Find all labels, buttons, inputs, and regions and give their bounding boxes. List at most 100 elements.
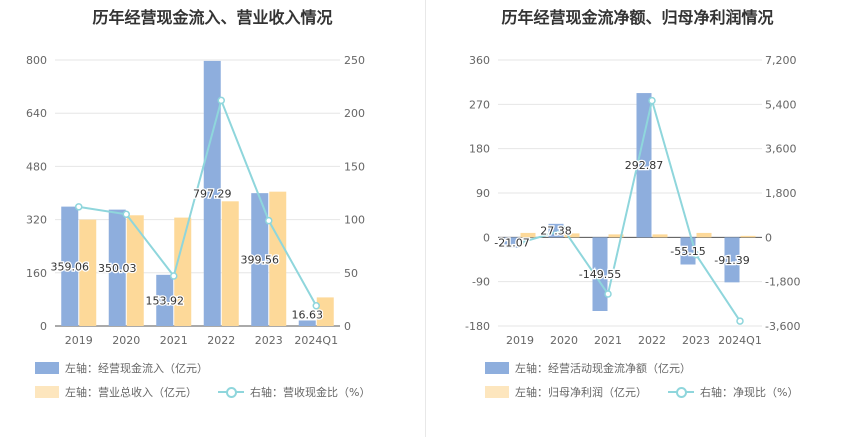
y-tick-label-right: 50 [344, 267, 358, 280]
x-tick-label: 2024Q1 [718, 334, 762, 347]
line-point [516, 239, 524, 247]
data-label: -149.55 [579, 268, 621, 281]
y-tick-label-right: 0 [765, 231, 772, 244]
legend-item-cash-inflow[interactable]: 左轴：经营现金流入（亿元） [35, 360, 208, 376]
y-tick-label-left: 180 [469, 143, 490, 156]
legend-item-cash-ratio[interactable]: 右轴：营收现金比（%） [218, 384, 370, 400]
bar [61, 206, 79, 326]
bar [740, 235, 756, 238]
x-tick-label: 2022 [207, 334, 235, 347]
y-tick-label-left: 320 [26, 214, 47, 227]
data-label: -91.39 [714, 254, 749, 267]
chart-legend: 左轴：经营活动现金流净额（亿元） 左轴：归母净利润（亿元） 右轴：净现比（%） [425, 0, 850, 437]
bar [652, 234, 668, 238]
line-point [604, 290, 612, 298]
x-tick-label: 2022 [638, 334, 666, 347]
legend-item-revenue[interactable]: 左轴：营业总收入（亿元） [35, 384, 197, 400]
bar [564, 233, 580, 238]
y-tick-label-right: -1,800 [765, 276, 800, 289]
y-tick-label-right: 5,400 [765, 98, 797, 111]
legend-swatch [485, 386, 509, 398]
legend-item-net-cash-flow[interactable]: 左轴：经营活动现金流净额（亿元） [485, 360, 691, 376]
data-label: 292.87 [625, 159, 664, 172]
legend-item-net-profit[interactable]: 左轴：归母净利润（亿元） [485, 384, 647, 400]
data-label: 350.03 [98, 262, 137, 275]
y-tick-label-left: 160 [26, 267, 47, 280]
y-tick-label-left: 800 [26, 54, 47, 67]
y-tick-label-right: 3,600 [765, 143, 797, 156]
x-tick-label: 2020 [112, 334, 140, 347]
bar [696, 232, 712, 238]
bar [608, 234, 624, 238]
legend-label: 左轴：经营现金流入（亿元） [65, 362, 208, 375]
y-tick-label-left: 270 [469, 98, 490, 111]
bar [504, 237, 520, 248]
legend-label: 左轴：经营活动现金流净额（亿元） [515, 362, 691, 375]
x-tick-label: 2019 [65, 334, 93, 347]
line-point [312, 302, 320, 310]
chart-title: 历年经营现金流净额、归母净利润情况 [501, 8, 774, 27]
line-point [170, 272, 178, 280]
x-tick-label: 2023 [255, 334, 283, 347]
y-tick-label-left: -180 [465, 320, 490, 333]
bar [520, 232, 536, 238]
y-tick-label-right: 7,200 [765, 54, 797, 67]
line-point [560, 226, 568, 234]
y-tick-label-right: 1,800 [765, 187, 797, 200]
legend-swatch [35, 386, 59, 398]
line-point [648, 96, 656, 105]
bar [221, 201, 239, 326]
bar [592, 237, 608, 312]
legend-label: 右轴：净现比（%） [700, 386, 799, 399]
line-point [75, 203, 83, 211]
legend-swatch [35, 362, 59, 374]
line-point [736, 317, 744, 325]
bar [680, 237, 696, 265]
bar [108, 209, 126, 326]
bar [79, 219, 97, 326]
y-tick-label-left: 90 [476, 187, 490, 200]
y-tick-label-right: 200 [344, 107, 365, 120]
data-label: 797.29 [193, 187, 232, 200]
data-label: -55.15 [670, 245, 705, 258]
bar [298, 320, 316, 326]
legend-item-net-cash-ratio[interactable]: 右轴：净现比（%） [668, 384, 798, 400]
bar [156, 274, 174, 326]
legend-swatch [485, 362, 509, 374]
data-label: 27.38 [540, 225, 572, 238]
chart-panel-net-cash-flow: 历年经营现金流净额、归母净利润情况 -180 -3,600 -90 -1,800 0 0 9… [425, 0, 850, 437]
y-tick-label-right: -3,600 [765, 320, 800, 333]
chart-panel-cash-inflow: 历年经营现金流入、营业收入情况 0 0 160 50 320 100 480 150 640 20… [26, 8, 370, 400]
line-point [122, 210, 130, 219]
y-tick-label-left: 360 [469, 54, 490, 67]
legend-label: 右轴：营收现金比（%） [250, 386, 371, 399]
chart-legend: 左轴：经营现金流入（亿元） 左轴：营业总收入（亿元） 右轴：营收现金比（%） [35, 360, 370, 400]
y-tick-label-right: 100 [344, 214, 365, 227]
data-label: 359.06 [51, 260, 90, 273]
line-point [692, 250, 700, 259]
y-tick-label-left: 640 [26, 107, 47, 120]
chart-plot-area: -180 -3,600 -90 -1,800 0 0 90 1,800 180 3,600 270 5… [465, 54, 800, 347]
y-tick-label-right: 150 [344, 160, 365, 173]
bar [316, 297, 334, 326]
legend-line-swatch [668, 386, 694, 398]
ratio-line [78, 97, 318, 307]
chart-plot-area: 0 0 160 50 320 100 480 150 640 200 800 250 2019 2020 2… [26, 54, 365, 347]
data-label: 399.56 [241, 254, 280, 267]
bar [126, 215, 144, 326]
panel-divider [425, 0, 426, 437]
data-label: 16.63 [292, 308, 324, 321]
y-tick-label-left: -90 [472, 276, 490, 289]
bar [269, 191, 287, 326]
x-tick-label: 2024Q1 [294, 334, 338, 347]
y-tick-label-right: 250 [344, 54, 365, 67]
bar [724, 237, 740, 283]
line-point [217, 96, 225, 105]
data-label: -21.07 [494, 237, 529, 250]
y-tick-label-left: 0 [483, 231, 490, 244]
legend-label: 左轴：营业总收入（亿元） [65, 386, 197, 399]
bar [203, 60, 221, 327]
bar [251, 193, 269, 326]
y-tick-label-right: 0 [344, 320, 351, 333]
x-tick-label: 2019 [506, 334, 534, 347]
